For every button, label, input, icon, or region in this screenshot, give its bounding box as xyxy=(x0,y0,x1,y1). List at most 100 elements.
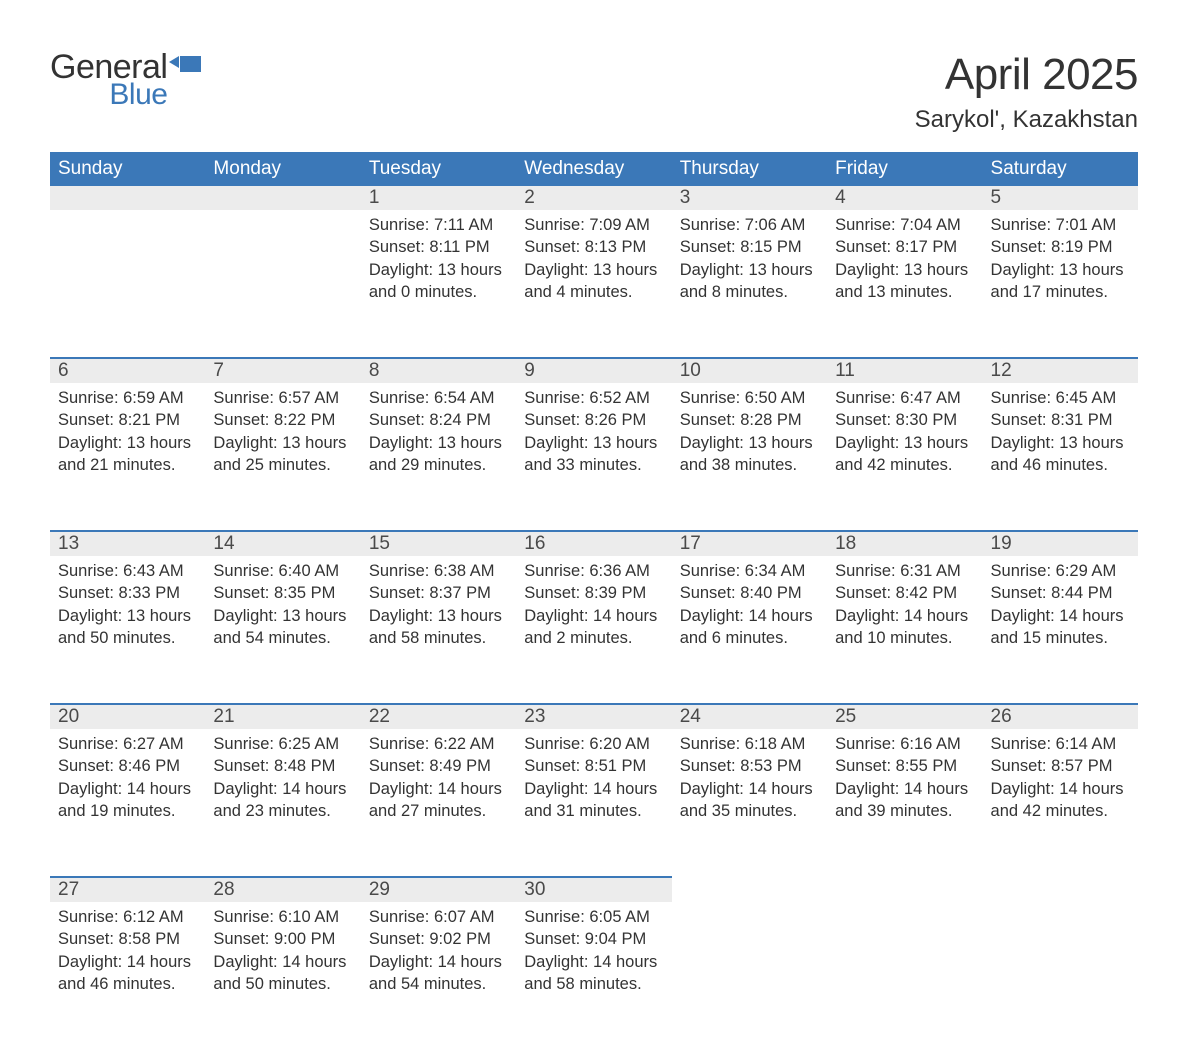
daylight-text: and 8 minutes. xyxy=(680,281,819,303)
sunset-text: Sunset: 8:55 PM xyxy=(835,755,974,777)
day-content-cell: Sunrise: 6:27 AMSunset: 8:46 PMDaylight:… xyxy=(50,729,205,877)
daylight-text: and 23 minutes. xyxy=(213,800,352,822)
day-content-cell: Sunrise: 6:22 AMSunset: 8:49 PMDaylight:… xyxy=(361,729,516,877)
day-content-cell: Sunrise: 6:29 AMSunset: 8:44 PMDaylight:… xyxy=(983,556,1138,704)
day-number-cell: 23 xyxy=(516,704,671,729)
day-content-cell xyxy=(205,210,360,358)
day-number-cell: 5 xyxy=(983,186,1138,210)
daylight-text: and 27 minutes. xyxy=(369,800,508,822)
daylight-text: Daylight: 13 hours xyxy=(991,259,1130,281)
day-content-cell xyxy=(827,902,982,1050)
day-number-cell: 8 xyxy=(361,358,516,383)
day-number-cell: 11 xyxy=(827,358,982,383)
sunset-text: Sunset: 8:49 PM xyxy=(369,755,508,777)
sunset-text: Sunset: 8:39 PM xyxy=(524,582,663,604)
day-content-cell: Sunrise: 6:50 AMSunset: 8:28 PMDaylight:… xyxy=(672,383,827,531)
day-number-cell: 1 xyxy=(361,186,516,210)
day-number-cell: 25 xyxy=(827,704,982,729)
daylight-text: and 58 minutes. xyxy=(369,627,508,649)
day-content-row: Sunrise: 6:43 AMSunset: 8:33 PMDaylight:… xyxy=(50,556,1138,704)
day-content-cell: Sunrise: 6:07 AMSunset: 9:02 PMDaylight:… xyxy=(361,902,516,1050)
daylight-text: Daylight: 14 hours xyxy=(58,951,197,973)
daylight-text: Daylight: 14 hours xyxy=(369,778,508,800)
sunset-text: Sunset: 9:00 PM xyxy=(213,928,352,950)
day-content-cell: Sunrise: 6:40 AMSunset: 8:35 PMDaylight:… xyxy=(205,556,360,704)
daylight-text: and 38 minutes. xyxy=(680,454,819,476)
day-content-cell: Sunrise: 7:01 AMSunset: 8:19 PMDaylight:… xyxy=(983,210,1138,358)
weekday-header: Thursday xyxy=(672,152,827,186)
daylight-text: and 33 minutes. xyxy=(524,454,663,476)
sunrise-text: Sunrise: 6:40 AM xyxy=(213,560,352,582)
day-content-cell: Sunrise: 6:25 AMSunset: 8:48 PMDaylight:… xyxy=(205,729,360,877)
sunset-text: Sunset: 8:57 PM xyxy=(991,755,1130,777)
weekday-header: Friday xyxy=(827,152,982,186)
day-number-cell xyxy=(205,186,360,210)
day-number-cell: 17 xyxy=(672,531,827,556)
day-content-cell: Sunrise: 6:20 AMSunset: 8:51 PMDaylight:… xyxy=(516,729,671,877)
sunset-text: Sunset: 8:13 PM xyxy=(524,236,663,258)
sunset-text: Sunset: 9:04 PM xyxy=(524,928,663,950)
sunrise-text: Sunrise: 7:06 AM xyxy=(680,214,819,236)
day-number-cell: 15 xyxy=(361,531,516,556)
daylight-text: Daylight: 14 hours xyxy=(524,778,663,800)
daylight-text: and 42 minutes. xyxy=(835,454,974,476)
sunrise-text: Sunrise: 6:10 AM xyxy=(213,906,352,928)
sunset-text: Sunset: 8:51 PM xyxy=(524,755,663,777)
logo: General Blue xyxy=(50,50,203,110)
day-content-cell: Sunrise: 6:47 AMSunset: 8:30 PMDaylight:… xyxy=(827,383,982,531)
day-number-cell xyxy=(50,186,205,210)
daylight-text: Daylight: 14 hours xyxy=(369,951,508,973)
title-block: April 2025 Sarykol', Kazakhstan xyxy=(915,50,1138,134)
sunrise-text: Sunrise: 7:01 AM xyxy=(991,214,1130,236)
day-number-cell: 10 xyxy=(672,358,827,383)
sunset-text: Sunset: 8:30 PM xyxy=(835,409,974,431)
month-title: April 2025 xyxy=(915,50,1138,100)
sunset-text: Sunset: 8:15 PM xyxy=(680,236,819,258)
daylight-text: Daylight: 14 hours xyxy=(991,778,1130,800)
daylight-text: and 13 minutes. xyxy=(835,281,974,303)
day-content-cell: Sunrise: 6:12 AMSunset: 8:58 PMDaylight:… xyxy=(50,902,205,1050)
day-number-cell: 6 xyxy=(50,358,205,383)
day-number-row: 20212223242526 xyxy=(50,704,1138,729)
sunset-text: Sunset: 8:53 PM xyxy=(680,755,819,777)
day-content-cell: Sunrise: 7:06 AMSunset: 8:15 PMDaylight:… xyxy=(672,210,827,358)
sunrise-text: Sunrise: 6:25 AM xyxy=(213,733,352,755)
sunrise-text: Sunrise: 6:22 AM xyxy=(369,733,508,755)
day-content-cell: Sunrise: 6:34 AMSunset: 8:40 PMDaylight:… xyxy=(672,556,827,704)
day-number-cell: 30 xyxy=(516,877,671,902)
day-content-cell: Sunrise: 6:57 AMSunset: 8:22 PMDaylight:… xyxy=(205,383,360,531)
day-number-cell: 28 xyxy=(205,877,360,902)
daylight-text: Daylight: 13 hours xyxy=(835,259,974,281)
sunrise-text: Sunrise: 6:29 AM xyxy=(991,560,1130,582)
daylight-text: and 15 minutes. xyxy=(991,627,1130,649)
day-content-cell: Sunrise: 6:36 AMSunset: 8:39 PMDaylight:… xyxy=(516,556,671,704)
weekday-header: Wednesday xyxy=(516,152,671,186)
day-content-cell xyxy=(672,902,827,1050)
day-number-cell xyxy=(827,877,982,902)
daylight-text: and 31 minutes. xyxy=(524,800,663,822)
sunset-text: Sunset: 8:24 PM xyxy=(369,409,508,431)
sunrise-text: Sunrise: 6:31 AM xyxy=(835,560,974,582)
day-number-cell: 4 xyxy=(827,186,982,210)
sunrise-text: Sunrise: 6:20 AM xyxy=(524,733,663,755)
day-content-cell: Sunrise: 7:04 AMSunset: 8:17 PMDaylight:… xyxy=(827,210,982,358)
daylight-text: and 4 minutes. xyxy=(524,281,663,303)
day-number-cell: 27 xyxy=(50,877,205,902)
sunrise-text: Sunrise: 6:27 AM xyxy=(58,733,197,755)
day-number-cell: 2 xyxy=(516,186,671,210)
daylight-text: and 50 minutes. xyxy=(213,973,352,995)
day-number-cell: 19 xyxy=(983,531,1138,556)
day-number-cell: 18 xyxy=(827,531,982,556)
sunset-text: Sunset: 8:58 PM xyxy=(58,928,197,950)
daylight-text: and 21 minutes. xyxy=(58,454,197,476)
sunrise-text: Sunrise: 6:07 AM xyxy=(369,906,508,928)
day-number-cell: 26 xyxy=(983,704,1138,729)
sunrise-text: Sunrise: 6:12 AM xyxy=(58,906,197,928)
sunset-text: Sunset: 8:28 PM xyxy=(680,409,819,431)
sunrise-text: Sunrise: 6:36 AM xyxy=(524,560,663,582)
daylight-text: Daylight: 14 hours xyxy=(524,605,663,627)
sunrise-text: Sunrise: 6:18 AM xyxy=(680,733,819,755)
day-number-cell: 20 xyxy=(50,704,205,729)
daylight-text: Daylight: 13 hours xyxy=(991,432,1130,454)
flag-icon xyxy=(169,56,203,87)
